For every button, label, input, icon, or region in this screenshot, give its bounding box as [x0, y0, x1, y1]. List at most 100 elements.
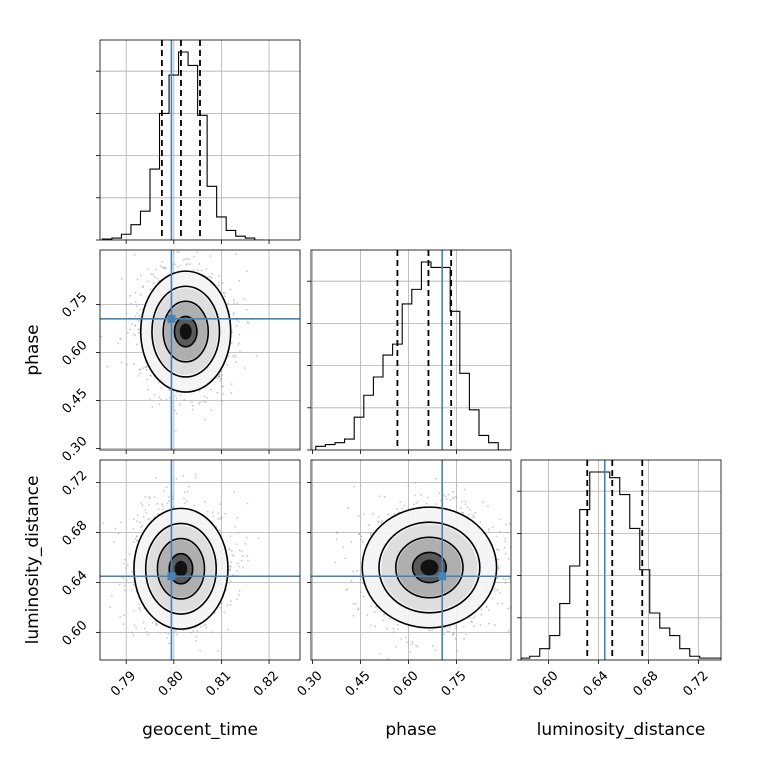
y-tick-label: 0.68: [60, 518, 91, 549]
sample-point: [152, 273, 155, 276]
sample-point: [196, 630, 199, 632]
sample-point: [169, 396, 171, 399]
sample-point: [220, 370, 223, 373]
x-tick-label: 0.75: [439, 668, 470, 699]
sample-point: [498, 565, 500, 568]
sample-point: [174, 429, 177, 432]
sample-point: [172, 506, 175, 508]
sample-point: [140, 274, 142, 277]
sample-point: [204, 500, 207, 503]
sample-point: [244, 543, 247, 545]
sample-point: [218, 274, 221, 277]
sample-point: [159, 265, 162, 267]
sample-point: [504, 537, 507, 540]
sample-point: [435, 477, 438, 480]
sample-point: [407, 484, 410, 487]
sample-point: [130, 589, 133, 592]
sample-point: [469, 616, 471, 619]
sample-point: [382, 619, 385, 622]
sample-point: [401, 507, 403, 510]
sample-point: [479, 624, 482, 626]
sample-point: [179, 264, 182, 267]
sample-point: [131, 570, 133, 573]
x-tick-label: 0.81: [203, 668, 234, 699]
sample-point: [374, 625, 376, 628]
sample-point: [121, 277, 123, 280]
sample-point: [132, 541, 135, 543]
sample-point: [168, 496, 170, 498]
sample-point: [468, 513, 471, 516]
sample-point: [136, 514, 139, 517]
sample-point: [122, 577, 125, 580]
sample-point: [156, 277, 159, 280]
sample-point: [230, 383, 233, 386]
sample-point: [487, 528, 490, 531]
sample-point: [480, 608, 483, 611]
sample-point: [335, 538, 338, 541]
sample-point: [144, 508, 147, 511]
sample-point: [481, 501, 484, 504]
sample-point: [210, 409, 213, 411]
sample-point: [508, 523, 511, 525]
sample-point: [231, 331, 233, 334]
sample-point: [123, 562, 126, 565]
sample-point: [139, 609, 142, 612]
sample-point: [191, 408, 194, 411]
sample-point: [217, 517, 220, 520]
sample-point: [234, 526, 237, 528]
sample-point: [236, 570, 239, 573]
sample-point: [400, 638, 403, 640]
sample-point: [217, 650, 220, 653]
sample-point: [452, 631, 455, 634]
sample-point: [164, 267, 167, 270]
sample-point: [480, 613, 483, 616]
sample-point: [146, 280, 149, 283]
sample-point: [145, 511, 148, 514]
sample-point: [228, 548, 231, 551]
sample-point: [472, 617, 475, 620]
sample-point: [175, 633, 178, 636]
sample-point: [504, 540, 506, 543]
sample-point: [133, 609, 136, 612]
sample-point: [497, 549, 500, 551]
sample-point: [156, 502, 159, 505]
truth-marker: [167, 572, 176, 581]
sample-point: [117, 532, 120, 535]
sample-point: [203, 400, 205, 403]
sample-point: [183, 502, 186, 505]
sample-point: [495, 535, 498, 538]
x-tick-label: 0.79: [108, 668, 139, 699]
sample-point: [176, 251, 178, 253]
sample-point: [387, 513, 389, 516]
x-tick-label: 0.72: [680, 668, 711, 699]
sample-point: [229, 288, 232, 291]
sample-point: [238, 549, 241, 552]
sample-point: [147, 388, 149, 391]
y-tick-label: 0.64: [60, 568, 91, 599]
sample-point: [117, 342, 120, 345]
sample-point: [356, 569, 358, 572]
grid-lines: [521, 460, 721, 660]
sample-point: [361, 540, 364, 543]
sample-point: [122, 623, 125, 626]
sample-point: [133, 363, 136, 365]
sample-point: [231, 550, 233, 552]
histogram-luminosity_distance: [521, 471, 721, 660]
sample-point: [140, 526, 143, 529]
sample-point: [220, 385, 223, 387]
sample-point: [442, 493, 445, 496]
sample-point: [217, 512, 220, 514]
sample-point: [126, 564, 129, 567]
sample-point: [216, 391, 219, 394]
x-axis-title: geocent_time: [142, 720, 258, 740]
sample-point: [370, 605, 373, 608]
sample-point: [240, 560, 243, 562]
sample-point: [211, 272, 214, 275]
sample-point: [165, 637, 168, 639]
sample-point: [183, 497, 185, 500]
sample-point: [166, 502, 169, 505]
sample-point: [133, 624, 136, 627]
sample-point: [148, 496, 151, 499]
y-tick-label: 0.60: [60, 618, 91, 649]
histogram-phase: [315, 261, 508, 450]
